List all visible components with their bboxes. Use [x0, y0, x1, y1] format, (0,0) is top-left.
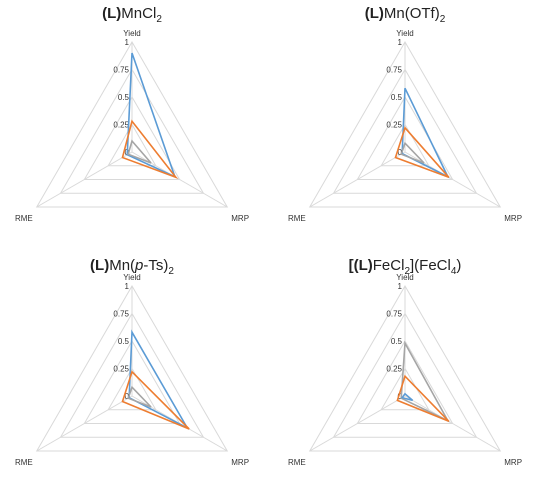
series-line-2 [394, 126, 450, 179]
grid-ring-2 [83, 95, 181, 180]
series-line-1 [401, 87, 450, 179]
series-line-2 [396, 374, 450, 423]
axis-label-rme: RME [288, 458, 306, 467]
tick-label: 0.25 [113, 121, 129, 130]
tick-label: 0.25 [386, 365, 402, 374]
axis-spoke-rme [309, 151, 406, 208]
axis-label-yield: Yield [123, 29, 141, 38]
chart-title: (L)Mn(OTf)2​ [365, 5, 446, 25]
grid-ring-1 [107, 367, 157, 411]
tick-label: 0.5 [118, 93, 130, 102]
grid-ring-3 [332, 68, 478, 194]
tick-label: 0 [125, 392, 130, 401]
axis-label-rme: RME [288, 214, 306, 223]
tick-label: 0.5 [118, 337, 130, 346]
axis-label-rme: RME [15, 214, 33, 223]
tick-label: 1 [398, 282, 403, 291]
axis-label-mrp: MRP [504, 214, 522, 223]
tick-label: 0.75 [386, 66, 402, 75]
grid-ring-2 [83, 339, 181, 424]
grid-ring-1 [380, 123, 430, 167]
tick-label: 1 [398, 38, 403, 47]
series-line-3 [127, 385, 152, 408]
axis-label-mrp: MRP [231, 458, 249, 467]
tick-label: 0.75 [386, 310, 402, 319]
grid-ring-3 [59, 312, 205, 438]
series-line-3 [400, 141, 425, 164]
tick-label: 0 [398, 392, 403, 401]
tick-label: 0.75 [113, 310, 129, 319]
grid-ring-3 [59, 68, 205, 194]
tick-label: 0.75 [113, 66, 129, 75]
axis-label-yield: Yield [123, 273, 141, 282]
grid-ring-4 [308, 284, 502, 452]
tick-label: 0.5 [391, 93, 403, 102]
grid-ring-1 [107, 123, 157, 167]
grid-ring-4 [308, 40, 502, 208]
grid-ring-3 [332, 312, 478, 438]
axis-label-yield: Yield [396, 273, 414, 282]
series-line-2 [121, 119, 179, 180]
axis-spoke-mrp [404, 395, 501, 452]
axis-label-yield: Yield [396, 29, 414, 38]
tick-label: 0 [398, 148, 403, 157]
tick-label: 0.25 [113, 365, 129, 374]
axis-label-mrp: MRP [504, 458, 522, 467]
axis-spoke-rme [309, 395, 406, 452]
axis-spoke-rme [36, 151, 133, 208]
series-line-1 [128, 329, 190, 430]
chart-title: [(L)FeCl2​](FeCl4​) [349, 257, 462, 277]
axis-label-mrp: MRP [231, 214, 249, 223]
series-line-1 [126, 52, 177, 179]
grid-ring-2 [356, 340, 454, 424]
series-line-1 [400, 340, 450, 423]
grid-ring-4 [35, 284, 229, 452]
series-line-3 [127, 139, 152, 164]
grid-ring-4 [35, 40, 229, 208]
tick-label: 1 [125, 282, 130, 291]
tick-label: 1 [125, 38, 130, 47]
axis-spoke-rme [36, 395, 133, 452]
tick-label: 0.5 [391, 337, 403, 346]
tick-label: 0.25 [386, 121, 402, 130]
axis-label-rme: RME [15, 458, 33, 467]
chart-title: (L)MnCl2​ [102, 5, 162, 25]
chart-title: (L)Mn(p-Ts)2​ [90, 257, 174, 277]
series-line-3 [400, 392, 414, 402]
series-line-2 [121, 370, 190, 430]
